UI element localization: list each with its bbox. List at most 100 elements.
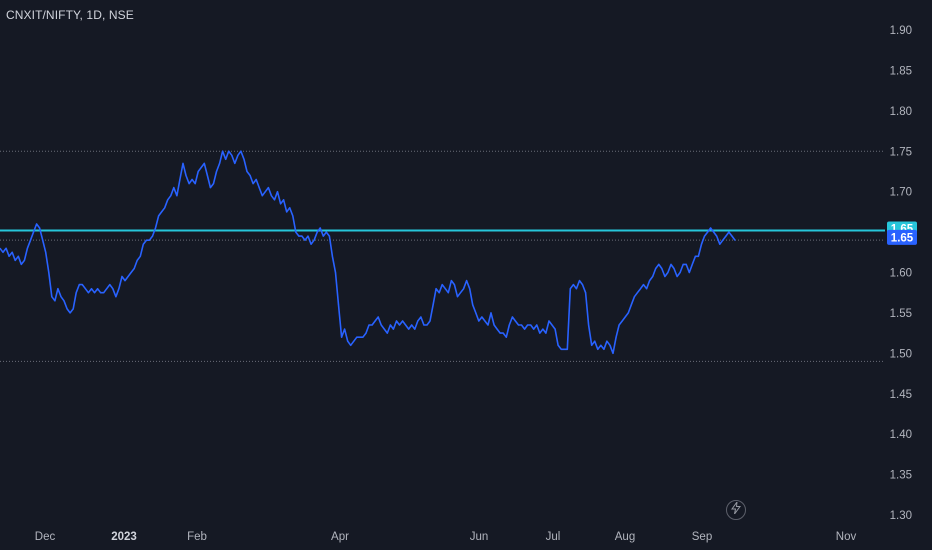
data-point (447, 292, 449, 294)
data-point (667, 271, 669, 274)
data-point (679, 271, 681, 274)
data-point (127, 275, 129, 278)
data-point (557, 344, 559, 346)
data-point (225, 158, 227, 160)
data-point (188, 183, 190, 185)
data-point (0, 247, 1, 249)
data-point (191, 178, 193, 181)
data-point (563, 348, 565, 350)
data-point (423, 324, 425, 326)
y-tick-label: 1.50 (890, 348, 912, 360)
y-tick-label: 1.70 (890, 187, 912, 199)
data-point (612, 352, 614, 354)
data-point (551, 324, 553, 326)
data-point (694, 255, 697, 257)
data-point (328, 235, 330, 237)
data-point (642, 284, 645, 286)
data-point (194, 183, 196, 185)
data-point (603, 348, 605, 350)
data-point (414, 328, 416, 330)
data-point (32, 231, 35, 233)
data-point (456, 296, 459, 298)
data-point (100, 292, 102, 294)
data-point (450, 280, 452, 282)
data-point (536, 324, 538, 326)
data-point (322, 235, 324, 237)
data-point (664, 275, 666, 278)
data-point (295, 231, 297, 233)
series-points-0 (0, 150, 736, 354)
data-point (182, 162, 184, 164)
data-point (54, 300, 56, 302)
data-point (334, 271, 337, 274)
data-point (408, 328, 410, 330)
data-point (316, 231, 318, 233)
data-point (87, 292, 89, 294)
data-point (280, 203, 282, 205)
data-point (530, 324, 532, 326)
data-point (377, 316, 379, 318)
data-point (588, 324, 590, 326)
y-tick-label: 1.85 (890, 65, 912, 77)
data-point (200, 166, 202, 168)
data-point (710, 227, 712, 229)
data-point (139, 255, 141, 257)
data-point (337, 304, 340, 306)
data-point (392, 328, 394, 330)
data-point (115, 296, 117, 298)
series-line-0 (0, 150, 736, 355)
data-point (173, 187, 175, 189)
data-point (209, 187, 211, 189)
data-point (206, 174, 208, 177)
replay-button[interactable] (726, 500, 746, 520)
data-point (97, 288, 99, 290)
data-point (261, 195, 263, 197)
data-point (212, 183, 215, 185)
data-point (255, 178, 257, 181)
y-axis: 1.90 1.85 1.80 1.75 1.70 1.65 1.60 1.55 1.50 1.45… (890, 25, 912, 522)
data-point (145, 239, 147, 241)
data-point (179, 178, 181, 181)
data-point (42, 239, 44, 241)
data-point (307, 235, 309, 237)
data-point (243, 158, 245, 160)
data-point (154, 227, 157, 229)
data-point (688, 271, 690, 274)
data-point (703, 235, 706, 237)
data-point (20, 263, 22, 265)
data-point (341, 336, 343, 338)
data-point (161, 211, 163, 213)
data-point (350, 344, 352, 346)
data-point (606, 340, 608, 342)
data-point (109, 284, 111, 286)
data-point (264, 191, 266, 193)
y-tick-label: 1.40 (890, 429, 912, 441)
data-point (66, 308, 68, 310)
data-point (258, 187, 260, 189)
data-point (496, 328, 498, 330)
data-point (72, 308, 74, 310)
data-point (215, 170, 218, 173)
data-point (29, 239, 32, 241)
data-point (527, 324, 529, 326)
data-point (17, 255, 19, 257)
data-point (624, 316, 626, 318)
data-point (502, 332, 504, 334)
data-point (234, 162, 236, 164)
data-point (142, 243, 144, 245)
data-point (219, 162, 221, 164)
data-point (359, 336, 361, 338)
data-point (124, 280, 126, 282)
data-point (371, 324, 373, 326)
data-point (365, 332, 367, 334)
data-point (185, 174, 187, 177)
data-point (331, 255, 333, 257)
data-point (481, 316, 483, 318)
data-point (560, 348, 562, 350)
data-point (725, 235, 727, 237)
y-tick-label: 1.80 (890, 106, 912, 118)
data-point (389, 324, 391, 326)
data-point (615, 336, 617, 338)
data-point (520, 324, 523, 326)
